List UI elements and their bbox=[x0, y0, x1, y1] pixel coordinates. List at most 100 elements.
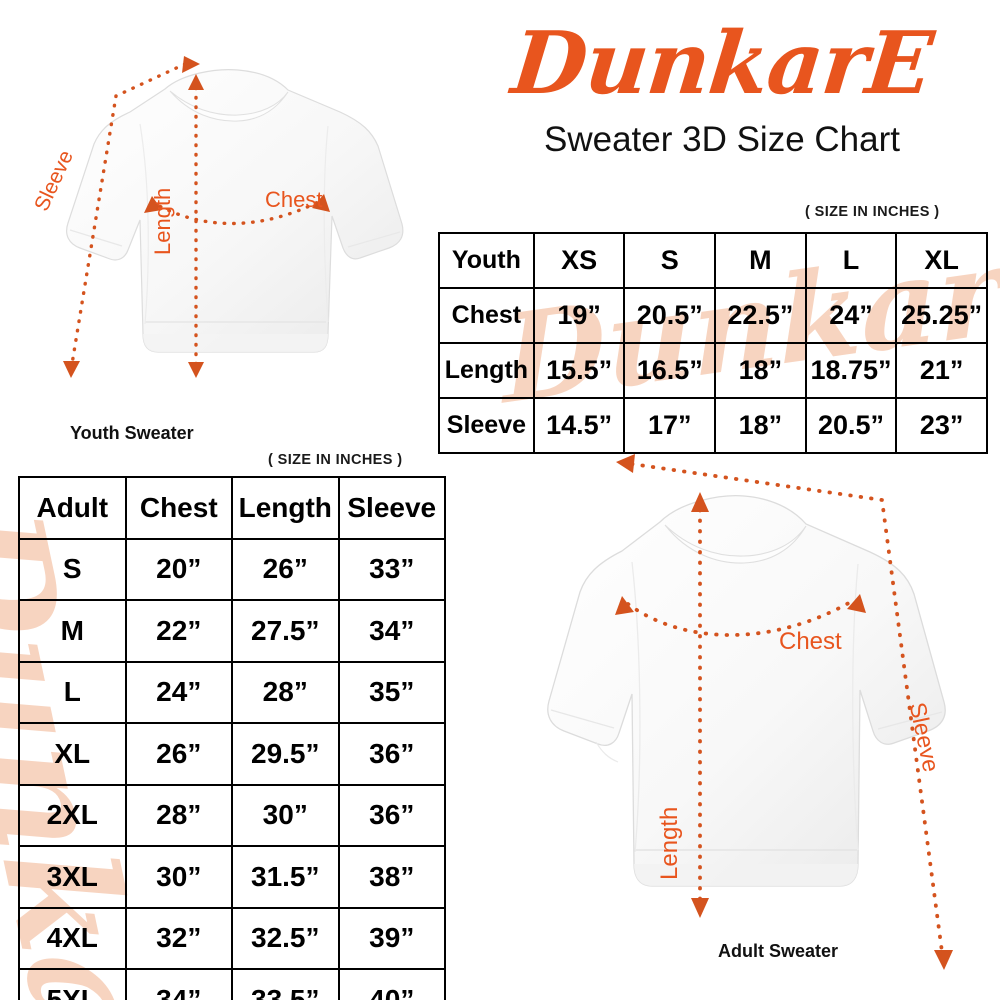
youth-size-table: Youth XS S M L XL Chest 19” 20.5” 22.5” … bbox=[438, 232, 988, 454]
adult-size-5xl: 5XL bbox=[18, 968, 127, 1000]
youth-chest-xs: 19” bbox=[532, 287, 626, 344]
table-row: S 20” 26” 33” bbox=[18, 537, 446, 601]
youth-chest-m: 22.5” bbox=[714, 287, 807, 344]
adult-sleeve-3xl: 38” bbox=[337, 845, 446, 909]
table-row: 2XL 28” 30” 36” bbox=[18, 783, 446, 847]
youth-sleeve-arrow bbox=[70, 62, 187, 366]
youth-header-m: M bbox=[714, 232, 807, 289]
youth-length-arrowhead-top bbox=[188, 74, 204, 90]
adult-sleeve-m: 34” bbox=[337, 599, 446, 663]
adult-size-xl: XL bbox=[18, 722, 127, 786]
youth-sleeve-s: 17” bbox=[623, 397, 717, 454]
units-note-adult: ( SIZE IN INCHES ) bbox=[268, 452, 403, 468]
adult-length-m: 27.5” bbox=[231, 599, 340, 663]
youth-table-header-row: Youth XS S M L XL bbox=[438, 232, 988, 289]
adult-size-2xl: 2XL bbox=[18, 783, 127, 847]
adult-sweater-caption: Adult Sweater bbox=[718, 941, 839, 961]
youth-chest-l: 24” bbox=[804, 287, 898, 344]
youth-chest-arrowhead-left bbox=[144, 196, 162, 213]
table-row: 5XL 34” 33.5” 40” bbox=[18, 968, 446, 1000]
youth-chest-xl: 25.25” bbox=[895, 287, 988, 344]
youth-length-xl: 21” bbox=[895, 342, 988, 399]
table-row: M 22” 27.5” 34” bbox=[18, 599, 446, 663]
adult-length-5xl: 33.5” bbox=[231, 968, 340, 1000]
adult-sleeve-4xl: 39” bbox=[337, 906, 446, 970]
adult-chest-arrowhead-left bbox=[615, 596, 634, 615]
adult-size-3xl: 3XL bbox=[18, 845, 127, 909]
adult-sleeve-arrowhead-bottom bbox=[934, 950, 953, 970]
youth-chest-arrowhead-right bbox=[312, 194, 330, 212]
youth-length-xs: 15.5” bbox=[532, 342, 626, 399]
adult-chest-xl: 26” bbox=[124, 722, 233, 786]
youth-sweater-illustration bbox=[63, 56, 404, 378]
units-note-youth: ( SIZE IN INCHES ) bbox=[805, 204, 940, 220]
adult-table-header-row: Adult Chest Length Sleeve bbox=[18, 476, 446, 540]
adult-length-s: 26” bbox=[231, 537, 340, 601]
table-row: 4XL 32” 32.5” 39” bbox=[18, 906, 446, 970]
youth-sweater-caption: Youth Sweater bbox=[70, 423, 194, 443]
adult-chest-2xl: 28” bbox=[124, 783, 233, 847]
youth-length-m: 18” bbox=[714, 342, 807, 399]
youth-chest-s: 20.5” bbox=[623, 287, 717, 344]
youth-chest-label: Chest bbox=[265, 187, 323, 212]
table-row: Sleeve 14.5” 17” 18” 20.5” 23” bbox=[438, 397, 988, 454]
table-row: 3XL 30” 31.5” 38” bbox=[18, 845, 446, 909]
youth-length-s: 16.5” bbox=[623, 342, 717, 399]
adult-sleeve-arrow bbox=[630, 462, 944, 954]
youth-sleeve-arrowhead-top bbox=[182, 56, 200, 73]
adult-chest-arrowhead-right bbox=[847, 594, 866, 613]
adult-sleeve-2xl: 36” bbox=[337, 783, 446, 847]
youth-sweater-body bbox=[66, 69, 404, 353]
youth-row-label-chest: Chest bbox=[438, 287, 535, 344]
table-row: Chest 19” 20.5” 22.5” 24” 25.25” bbox=[438, 287, 988, 344]
youth-header-xs: XS bbox=[532, 232, 626, 289]
adult-size-table: Adult Chest Length Sleeve S 20” 26” 33” … bbox=[18, 476, 446, 1000]
adult-chest-label: Chest bbox=[779, 628, 842, 655]
youth-sleeve-xs: 14.5” bbox=[532, 397, 626, 454]
youth-length-label: Length bbox=[150, 187, 175, 255]
adult-length-4xl: 32.5” bbox=[231, 906, 340, 970]
adult-sleeve-l: 35” bbox=[337, 660, 446, 724]
youth-header-label: Youth bbox=[438, 232, 535, 289]
adult-sweater-body bbox=[547, 495, 946, 887]
adult-sleeve-5xl: 40” bbox=[337, 968, 446, 1000]
adult-chest-l: 24” bbox=[124, 660, 233, 724]
adult-length-label: Length bbox=[656, 806, 683, 880]
adult-chest-4xl: 32” bbox=[124, 906, 233, 970]
page-title: Sweater 3D Size Chart bbox=[544, 120, 900, 160]
youth-header-l: L bbox=[804, 232, 898, 289]
adult-chest-s: 20” bbox=[124, 537, 233, 601]
adult-size-m: M bbox=[18, 599, 127, 663]
adult-length-arrowhead-top bbox=[691, 492, 709, 512]
youth-row-label-length: Length bbox=[438, 342, 535, 399]
adult-size-s: S bbox=[18, 537, 127, 601]
adult-header-chest: Chest bbox=[124, 476, 233, 540]
youth-header-s: S bbox=[623, 232, 717, 289]
youth-sleeve-arrowhead-bottom bbox=[63, 361, 80, 378]
youth-header-xl: XL bbox=[895, 232, 988, 289]
adult-size-l: L bbox=[18, 660, 127, 724]
adult-header-length: Length bbox=[231, 476, 340, 540]
brand-logo: DunkarE bbox=[507, 13, 937, 114]
adult-length-3xl: 31.5” bbox=[231, 845, 340, 909]
adult-sleeve-arrowhead-top bbox=[616, 454, 635, 473]
adult-sweater-illustration bbox=[547, 454, 953, 970]
youth-sleeve-xl: 23” bbox=[895, 397, 988, 454]
adult-chest-5xl: 34” bbox=[124, 968, 233, 1000]
table-row: Length 15.5” 16.5” 18” 18.75” 21” bbox=[438, 342, 988, 399]
youth-length-l: 18.75” bbox=[804, 342, 898, 399]
youth-row-label-sleeve: Sleeve bbox=[438, 397, 535, 454]
adult-chest-3xl: 30” bbox=[124, 845, 233, 909]
adult-header-sleeve: Sleeve bbox=[337, 476, 446, 540]
brand-header: DunkarE Sweater 3D Size Chart bbox=[452, 13, 992, 160]
adult-length-arrowhead-bottom bbox=[691, 898, 709, 918]
adult-length-l: 28” bbox=[231, 660, 340, 724]
adult-sleeve-xl: 36” bbox=[337, 722, 446, 786]
adult-chest-m: 22” bbox=[124, 599, 233, 663]
adult-length-xl: 29.5” bbox=[231, 722, 340, 786]
youth-sleeve-l: 20.5” bbox=[804, 397, 898, 454]
youth-sleeve-m: 18” bbox=[714, 397, 807, 454]
adult-length-2xl: 30” bbox=[231, 783, 340, 847]
table-row: L 24” 28” 35” bbox=[18, 660, 446, 724]
